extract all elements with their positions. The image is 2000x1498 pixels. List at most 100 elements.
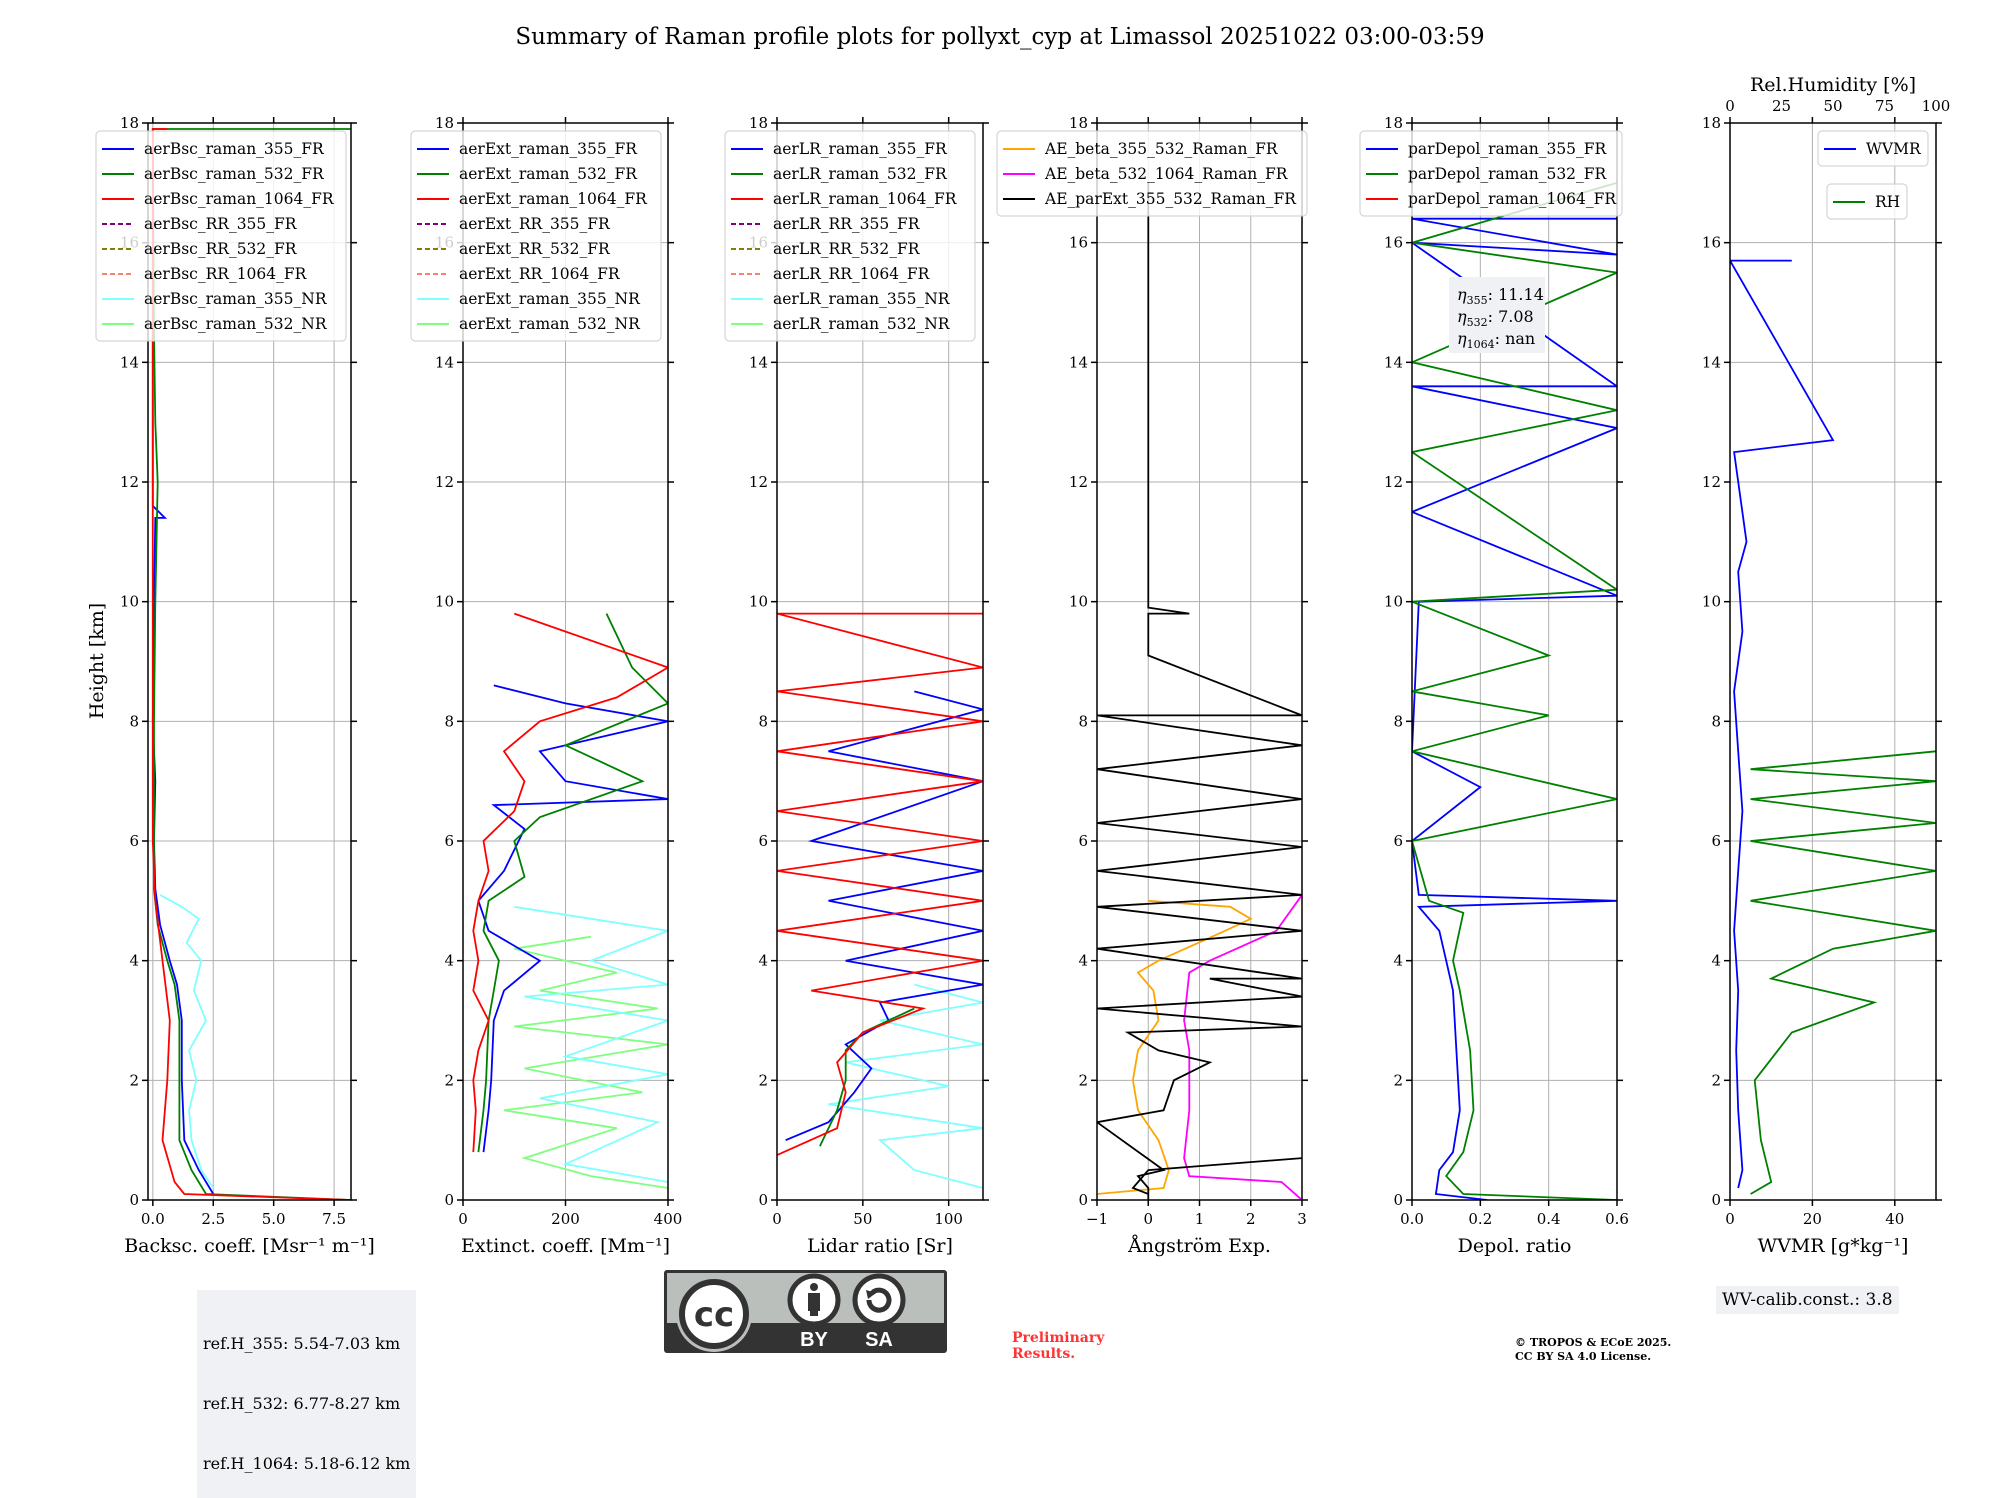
top-x-tick-label: 75 [1875,97,1894,115]
legend-box [1826,183,1908,220]
y-tick-label: 4 [1393,952,1403,970]
legend-label: aerExt_raman_532_FR [459,165,638,183]
y-tick-label: 8 [129,712,139,730]
legend: AE_beta_355_532_Raman_FR AE_beta_532_1064… [996,130,1308,217]
y-tick-label: 18 [120,114,139,132]
legend-label: aerExt_RR_1064_FR [459,265,621,283]
axes-frame [462,122,669,1201]
legend-box [1817,130,1929,167]
y-axis-label: Height [km] [86,603,108,719]
legend-label: aerLR_raman_1064_FR [773,190,958,208]
copyright-line-2: CC BY SA 4.0 License. [1515,1350,1652,1363]
series-line-aerBsc_raman_1064_FR [151,128,351,1200]
y-tick-label: 14 [749,353,768,371]
x-tick-label: −1 [1086,1210,1108,1228]
y-tick-label: 8 [1393,712,1403,730]
legend-label: aerExt_raman_355_NR [459,290,641,308]
ref-height-1064: ref.H_1064: 5.18-6.12 km [203,1454,411,1473]
y-tick-label: 18 [749,114,768,132]
y-tick-label: 8 [1711,712,1721,730]
y-tick-label: 4 [129,952,139,970]
legend-label: aerBsc_RR_1064_FR [144,265,308,283]
legend-label: parDepol_raman_532_FR [1408,165,1608,183]
y-tick-label: 10 [749,593,768,611]
y-tick-label: 8 [1078,712,1088,730]
x-tick-label: 1 [1195,1210,1205,1228]
legend-label: aerExt_raman_355_FR [459,140,638,158]
y-tick-label: 10 [120,593,139,611]
preliminary-results-note: Preliminary Results. [1012,1330,1104,1362]
y-tick-label: 18 [1702,114,1721,132]
y-tick-label: 0 [1393,1191,1403,1209]
axes-frame [1729,122,1937,1201]
y-tick-label: 2 [1711,1071,1721,1089]
legend-label: aerExt_RR_532_FR [459,240,611,258]
legend: aerLR_raman_355_FR aerLR_raman_532_FR aerL… [724,130,976,342]
y-tick-label: 2 [444,1071,454,1089]
y-tick-label: 2 [1393,1071,1403,1089]
legend-label: aerBsc_raman_355_NR [144,290,328,308]
y-tick-label: 8 [444,712,454,730]
y-tick-label: 2 [129,1071,139,1089]
top-x-tick-label: 100 [1922,97,1951,115]
ref-height-532: ref.H_532: 6.77-8.27 km [203,1394,401,1413]
y-tick-label: 0 [758,1191,768,1209]
x-tick-label: 0.0 [1400,1210,1424,1228]
series-line-aerExt_raman_355_FR [477,684,668,1153]
y-tick-label: 6 [444,832,454,850]
panel-depol: 0.0 0.2 0.4 0.6 0 2 4 6 8 10 12 14 16 18 Depol. ratio p… [1359,114,1629,1257]
panels: 0.02.55.07.5024681012141618Backsc. coeff… [95,74,1951,1257]
legend-label: aerBsc_RR_355_FR [144,215,298,233]
y-tick-label: 12 [1069,473,1088,491]
legend-label: AE_parExt_355_532_Raman_FR [1044,190,1297,208]
y-tick-label: 12 [1384,473,1403,491]
x-tick-label: 40 [1885,1210,1904,1228]
x-tick-label: 0 [458,1210,468,1228]
legend-box [724,130,976,342]
y-tick-label: 10 [1702,593,1721,611]
legend-label: aerLR_RR_355_FR [773,215,921,233]
y-tick-label: 10 [1384,593,1403,611]
x-tick-label: 0.2 [1468,1210,1492,1228]
share-alike-icon [852,1273,906,1327]
eta-line: η355: 11.14 [1457,285,1544,307]
x-axis-label: Depol. ratio [1458,1235,1572,1257]
legend-label: aerExt_raman_532_NR [459,315,641,333]
y-tick-label: 18 [1384,114,1403,132]
legend-label: RH [1875,193,1900,211]
series-line-aerExt_raman_355_NR [514,905,668,1183]
y-tick-label: 2 [758,1071,768,1089]
x-axis-label: Ångström Exp. [1127,1235,1271,1257]
legend-rh: RH [1826,183,1908,220]
y-tick-label: 18 [435,114,454,132]
y-tick-label: 10 [435,593,454,611]
y-tick-label: 14 [1384,353,1403,371]
series-line-parDepol_raman_532_FR [1412,181,1617,1200]
y-tick-label: 10 [1069,593,1088,611]
ref-height-355: ref.H_355: 5.54-7.03 km [203,1334,401,1353]
legend-wvmr: WVMR [1817,130,1929,167]
y-tick-label: 14 [1702,353,1721,371]
y-tick-label: 0 [444,1191,454,1209]
y-tick-label: 4 [1711,952,1721,970]
y-tick-label: 18 [1069,114,1088,132]
axes-frame [1411,122,1618,1201]
legend-label: aerBsc_RR_532_FR [144,240,298,258]
legend-label: parDepol_raman_355_FR [1408,140,1608,158]
axes-frame [1096,122,1303,1201]
legend-label: aerBsc_raman_1064_FR [144,190,335,208]
x-tick-label: 0 [1725,1210,1735,1228]
legend-box [1359,130,1623,217]
legend-label: aerExt_RR_355_FR [459,215,611,233]
series-group [1097,182,1302,1200]
x-tick-label: 2.5 [201,1210,225,1228]
top-x-tick-label: 0 [1725,97,1735,115]
series-line-aerBsc_raman_355_NR [159,894,215,1189]
preliminary-line-1: Preliminary [1012,1330,1105,1346]
y-tick-label: 6 [1078,832,1088,850]
legend: aerExt_raman_355_FR aerExt_raman_532_FRae… [410,130,662,342]
figure: Summary of Raman profile plots for polly… [86,24,1951,1257]
legend-label: AE_beta_532_1064_Raman_FR [1044,165,1289,183]
eta-line: η532: 7.08 [1457,307,1534,329]
